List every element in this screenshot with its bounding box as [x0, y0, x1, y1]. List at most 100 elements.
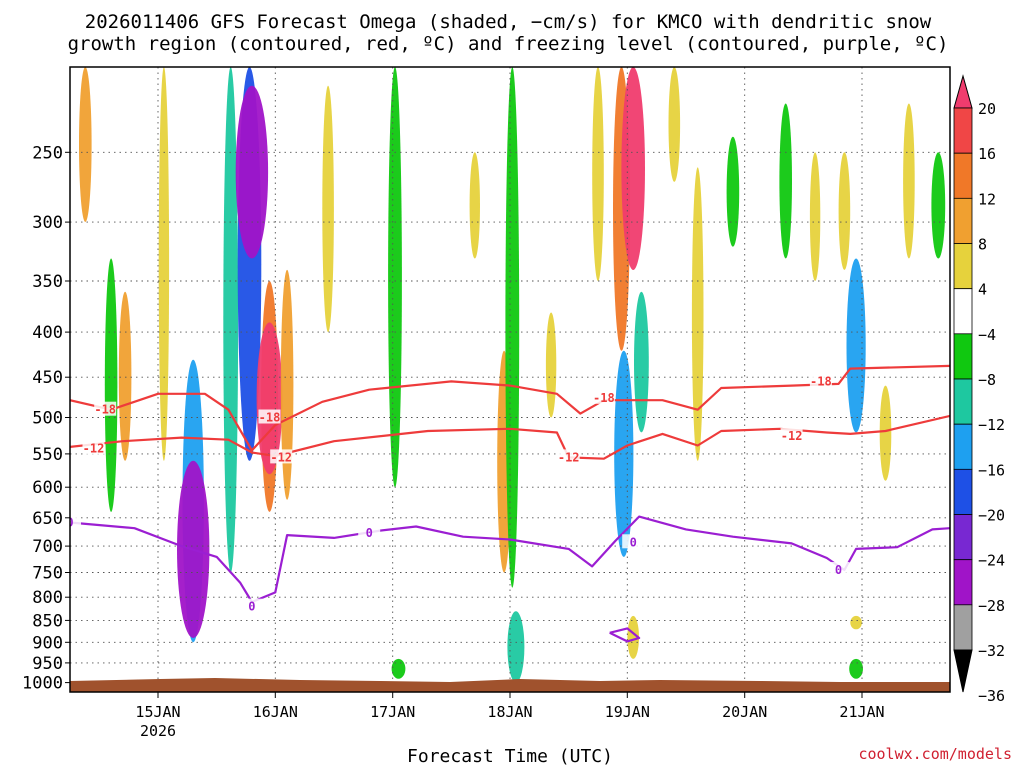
dgz-contour-label-bg [82, 440, 105, 455]
y-tick-label: 450 [32, 368, 63, 388]
omega-region [545, 312, 557, 418]
chart-title-line2: growth region (contoured, red, ºC) and f… [68, 33, 949, 55]
colorbar-segment [953, 423, 973, 470]
colorbar-label: 8 [978, 236, 987, 254]
x-tick-label: 15JAN [135, 703, 180, 721]
colorbar-label: −36 [978, 687, 1005, 705]
omega-region [388, 67, 402, 488]
y-tick-label: 550 [32, 445, 63, 465]
colorbar-segment [953, 378, 973, 425]
colorbar-label: 4 [978, 281, 987, 299]
colorbar-segment [953, 559, 973, 606]
omega-region [158, 67, 170, 461]
freezing-level-contour-label-bg [240, 598, 263, 613]
omega-region [879, 385, 892, 481]
omega-region [505, 67, 520, 588]
x-tick-label: 19JAN [605, 703, 650, 721]
colorbar-segment [953, 197, 973, 244]
freezing-level-contour-label: 0 [66, 516, 73, 530]
colorbar-label: 16 [978, 145, 996, 163]
credit-link[interactable]: coolwx.com/models [858, 745, 1012, 763]
y-tick-label: 750 [32, 564, 63, 584]
omega-region [507, 611, 525, 683]
omega-region [627, 615, 639, 659]
freezing-level-contour-label-bg [70, 514, 81, 529]
x-tick-label: 21JAN [839, 703, 884, 721]
colorbar-label: −28 [978, 597, 1005, 615]
colorbar-segment [953, 107, 973, 154]
x-tick-label: 18JAN [487, 703, 532, 721]
omega-region [691, 167, 704, 461]
colorbar-label: −24 [978, 552, 1005, 570]
omega-region [809, 152, 821, 281]
omega-region [634, 291, 649, 433]
y-tick-label: 400 [32, 323, 63, 343]
dgz-contour-label: -12 [781, 429, 803, 443]
omega-region [849, 658, 863, 679]
colorbar-label: 20 [978, 100, 996, 118]
omega-region [79, 67, 92, 222]
y-tick-label: 900 [32, 633, 63, 653]
dgz-contour-label: -12 [270, 450, 292, 464]
x-tick-sublabel: 2026 [140, 722, 176, 740]
title: 2026011406 GFS Forecast Omega (shaded, −… [68, 11, 949, 55]
y-axis: 2503003504004505005506006507007508008509… [22, 143, 70, 694]
colorbar-label: −16 [978, 461, 1005, 479]
omega-region [322, 85, 334, 333]
colorbar-top-arrow [953, 74, 973, 109]
y-tick-label: 1000 [22, 674, 63, 694]
colorbar-label: 12 [978, 190, 996, 208]
dgz-contour-label: -18 [259, 411, 281, 425]
colorbar-label: −8 [978, 371, 996, 389]
x-axis-label: Forecast Time (UTC) [407, 746, 613, 767]
freezing-level-contour-label-bg [358, 524, 381, 539]
freezing-level-contour-label: 0 [248, 600, 255, 614]
dgz-contour-label-bg [258, 409, 281, 424]
dgz-contour-label-bg [809, 373, 832, 388]
y-tick-label: 300 [32, 213, 63, 233]
omega-region [614, 350, 634, 557]
y-tick-label: 500 [32, 409, 63, 429]
y-tick-label: 650 [32, 509, 63, 529]
y-tick-label: 600 [32, 478, 63, 498]
colorbar-segment [953, 468, 973, 515]
colorbar-segment [953, 514, 973, 561]
omega-region [256, 322, 283, 475]
omega-region [838, 152, 851, 270]
y-tick-label: 800 [32, 588, 63, 608]
omega-region [846, 258, 866, 433]
freezing-level-contour-label-bg [622, 534, 645, 549]
omega-region [592, 67, 604, 281]
omega-region [850, 615, 862, 630]
dgz-contour-label: -12 [83, 441, 105, 455]
colorbar-label: −12 [978, 416, 1005, 434]
chart-title-line1: 2026011406 GFS Forecast Omega (shaded, −… [85, 11, 932, 33]
dgz-contour-line [70, 364, 950, 452]
omega-region [668, 67, 681, 182]
y-tick-label: 250 [32, 143, 63, 163]
omega-shading [79, 67, 946, 683]
dgz-contour-label-bg [592, 389, 615, 404]
omega-region [469, 152, 480, 259]
dgz-contour-label: -18 [593, 391, 615, 405]
omega-region [726, 136, 740, 247]
colorbar-label: −4 [978, 326, 996, 344]
colorbar-label: −32 [978, 642, 1005, 660]
dgz-contour-label-bg [557, 449, 580, 464]
contours: -18 -18 -18 -18 -12 -12 -12 -12 0 0 0 0 0 [66, 364, 950, 643]
freezing-level-contour-label: 0 [366, 526, 373, 540]
colorbar-segment [953, 604, 973, 651]
omega-region [223, 67, 239, 573]
y-tick-label: 950 [32, 654, 63, 674]
colorbar: 20 16 12 8 4 −4 −8 −12 −16 −20 −24 −28 −32 −36 [953, 74, 1005, 705]
dgz-contour-label-bg [780, 428, 803, 443]
dgz-contour-label-bg [270, 449, 293, 464]
omega-region [118, 291, 132, 461]
freezing-level-contour-label: 0 [835, 563, 842, 577]
terrain-ground [70, 678, 950, 692]
omega-region [235, 85, 269, 259]
omega-region [621, 67, 645, 270]
freezing-level-contour-label: 0 [630, 535, 637, 549]
